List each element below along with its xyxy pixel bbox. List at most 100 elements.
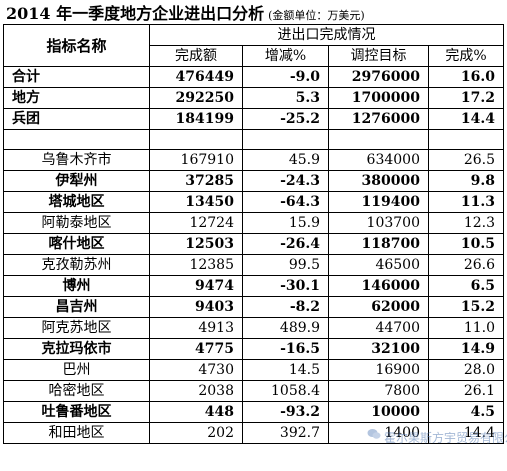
pct-cell: 10.5 xyxy=(428,233,504,255)
table-row: 博州 9474 -30.1 146000 6.5 xyxy=(3,275,504,297)
completed-cell: 4775 xyxy=(149,338,243,360)
target-cell: 1276000 xyxy=(328,108,429,130)
table-row: 阿克苏地区 4913 489.9 44700 11.0 xyxy=(3,317,504,339)
row-name-cell: 哈密地区 xyxy=(3,380,150,402)
pct-cell: 9.8 xyxy=(428,170,504,192)
target-cell: 103700 xyxy=(328,212,429,234)
pct-cell: 14.9 xyxy=(428,338,504,360)
change-cell: -30.1 xyxy=(242,275,329,297)
change-cell: -93.2 xyxy=(242,401,329,423)
completed-cell: 448 xyxy=(149,401,243,423)
target-cell: 10000 xyxy=(328,401,429,423)
change-cell: -16.5 xyxy=(242,338,329,360)
pct-cell: 14.4 xyxy=(428,422,504,444)
completed-cell: 167910 xyxy=(149,149,243,171)
table-row: 吐鲁番地区 448 -93.2 10000 4.5 xyxy=(3,401,504,423)
pct-cell: 17.2 xyxy=(428,87,504,109)
table-row: 合计 476449 -9.0 2976000 16.0 xyxy=(3,66,504,88)
row-name-cell: 喀什地区 xyxy=(3,233,150,255)
target-cell: 634000 xyxy=(328,149,429,171)
target-cell: 380000 xyxy=(328,170,429,192)
target-cell: 32100 xyxy=(328,338,429,360)
blank-cell xyxy=(242,129,329,150)
completed-cell: 37285 xyxy=(149,170,243,192)
table-row: 克拉玛依市 4775 -16.5 32100 14.9 xyxy=(3,338,504,360)
table-row: 伊犁州 37285 -24.3 380000 9.8 xyxy=(3,170,504,192)
col-header-change: 增减% xyxy=(242,45,329,67)
change-cell: 392.7 xyxy=(242,422,329,444)
change-cell: 489.9 xyxy=(242,317,329,339)
table-row: 地方 292250 5.3 1700000 17.2 xyxy=(3,87,504,109)
row-name-cell: 博州 xyxy=(3,275,150,297)
group-header: 进出口完成情况 xyxy=(149,24,504,46)
table-row: 和田地区 202 392.7 1400 14.4 xyxy=(3,422,504,444)
col-header-target: 调控目标 xyxy=(328,45,429,67)
row-name-cell: 合计 xyxy=(3,66,150,88)
completed-cell: 4730 xyxy=(149,359,243,381)
unit-note: (金额单位：万美元) xyxy=(268,9,365,22)
change-cell: 1058.4 xyxy=(242,380,329,402)
target-cell: 146000 xyxy=(328,275,429,297)
change-cell: 45.9 xyxy=(242,149,329,171)
table-body: 合计 476449 -9.0 2976000 16.0 地方 292250 5.3 170000… xyxy=(3,66,504,444)
table-row: 塔城地区 13450 -64.3 119400 11.3 xyxy=(3,191,504,213)
change-cell: -25.2 xyxy=(242,108,329,130)
title-text: 2014 年一季度地方企业进出口分析 xyxy=(6,4,265,23)
blank-cell xyxy=(149,129,243,150)
pct-cell: 6.5 xyxy=(428,275,504,297)
blank-cell xyxy=(328,129,429,150)
completed-cell: 12503 xyxy=(149,233,243,255)
target-cell: 62000 xyxy=(328,296,429,318)
pct-cell: 11.0 xyxy=(428,317,504,339)
pct-cell: 12.3 xyxy=(428,212,504,234)
target-cell: 1700000 xyxy=(328,87,429,109)
row-name-cell: 吐鲁番地区 xyxy=(3,401,150,423)
pct-cell: 26.6 xyxy=(428,254,504,276)
table-row: 兵团 184199 -25.2 1276000 14.4 xyxy=(3,108,504,130)
table-row: 昌吉州 9403 -8.2 62000 15.2 xyxy=(3,296,504,318)
row-name-cell: 克拉玛依市 xyxy=(3,338,150,360)
change-cell: -9.0 xyxy=(242,66,329,88)
completed-cell: 12385 xyxy=(149,254,243,276)
change-cell: -26.4 xyxy=(242,233,329,255)
row-name-cell: 克孜勒苏州 xyxy=(3,254,150,276)
change-cell: 5.3 xyxy=(242,87,329,109)
blank-row xyxy=(3,129,504,150)
blank-cell xyxy=(428,129,504,150)
col-header-pct: 完成% xyxy=(428,45,504,67)
row-name-cell: 地方 xyxy=(3,87,150,109)
completed-cell: 12724 xyxy=(149,212,243,234)
row-name-cell: 伊犁州 xyxy=(3,170,150,192)
row-name-cell: 塔城地区 xyxy=(3,191,150,213)
completed-cell: 9474 xyxy=(149,275,243,297)
target-cell: 16900 xyxy=(328,359,429,381)
pct-cell: 4.5 xyxy=(428,401,504,423)
pct-cell: 16.0 xyxy=(428,66,504,88)
blank-cell xyxy=(3,129,150,150)
row-name-cell: 昌吉州 xyxy=(3,296,150,318)
completed-cell: 13450 xyxy=(149,191,243,213)
change-cell: 14.5 xyxy=(242,359,329,381)
pct-cell: 14.4 xyxy=(428,108,504,130)
table-row: 喀什地区 12503 -26.4 118700 10.5 xyxy=(3,233,504,255)
completed-cell: 202 xyxy=(149,422,243,444)
table-row: 乌鲁木齐市 167910 45.9 634000 26.5 xyxy=(3,149,504,171)
table-row: 巴州 4730 14.5 16900 28.0 xyxy=(3,359,504,381)
target-cell: 1400 xyxy=(328,422,429,444)
completed-cell: 184199 xyxy=(149,108,243,130)
completed-cell: 9403 xyxy=(149,296,243,318)
indicator-header: 指标名称 xyxy=(3,24,150,67)
row-name-cell: 阿勒泰地区 xyxy=(3,212,150,234)
target-cell: 44700 xyxy=(328,317,429,339)
row-name-cell: 兵团 xyxy=(3,108,150,130)
pct-cell: 28.0 xyxy=(428,359,504,381)
row-name-cell: 阿克苏地区 xyxy=(3,317,150,339)
completed-cell: 476449 xyxy=(149,66,243,88)
watermark-text: 霍尔果斯方宇贸易有限公司 xyxy=(384,431,507,445)
completed-cell: 292250 xyxy=(149,87,243,109)
change-cell: -64.3 xyxy=(242,191,329,213)
completed-cell: 2038 xyxy=(149,380,243,402)
pct-cell: 26.5 xyxy=(428,149,504,171)
pct-cell: 11.3 xyxy=(428,191,504,213)
page-title: 2014 年一季度地方企业进出口分析 (金额单位：万美元) xyxy=(6,2,365,26)
